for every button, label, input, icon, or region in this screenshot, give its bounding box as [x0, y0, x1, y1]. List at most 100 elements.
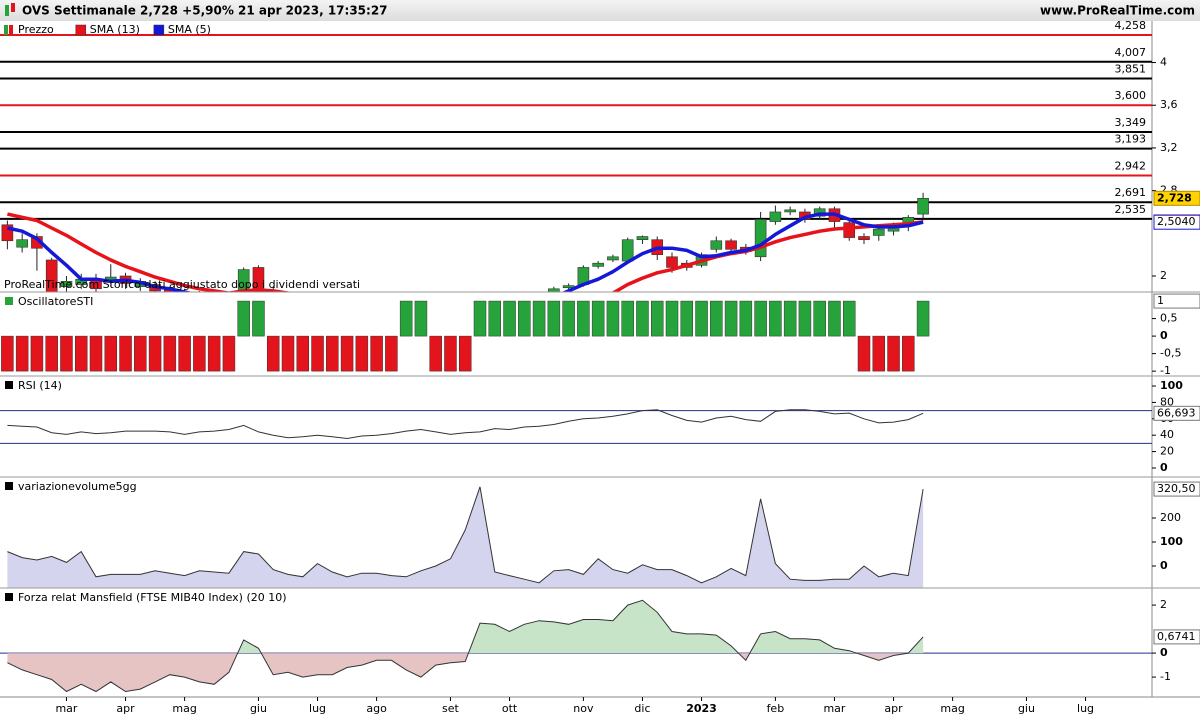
- candle-body: [60, 281, 73, 287]
- panel-label-icon: [5, 482, 13, 490]
- candle-body: [769, 211, 782, 222]
- y-tick-label: 0,5: [1160, 312, 1178, 325]
- candle-body: [754, 219, 767, 258]
- candle-body: [460, 329, 471, 332]
- candle-body: [621, 239, 634, 262]
- x-tick-label: ago: [366, 702, 387, 715]
- x-tick-label: lug: [1077, 702, 1094, 715]
- x-tick-label: mar: [55, 702, 77, 715]
- candle-body: [16, 239, 28, 248]
- candle-body: [917, 198, 929, 215]
- bar: [281, 335, 295, 372]
- bar: [193, 335, 206, 372]
- bar: [872, 335, 886, 372]
- x-tick-label: apr: [116, 702, 135, 715]
- bar: [326, 335, 339, 372]
- bar: [429, 335, 442, 372]
- bar: [311, 335, 324, 372]
- last-value-box: [1153, 190, 1200, 206]
- y-tick-label: 0: [1160, 329, 1168, 342]
- y-tick-label: 3,2: [1160, 141, 1178, 154]
- legend-label: SMA (5): [168, 23, 211, 36]
- note: ProRealTime.com Storico dati aggiustato …: [4, 278, 360, 291]
- bar: [547, 300, 561, 337]
- bar: [532, 300, 546, 337]
- bar: [739, 300, 753, 337]
- candle-body: [223, 302, 234, 308]
- x-tick-label: ott: [502, 702, 518, 715]
- bar: [473, 300, 487, 337]
- bar: [163, 335, 177, 372]
- bar: [178, 335, 191, 372]
- candle-body: [534, 295, 545, 299]
- line: [7, 409, 924, 440]
- bar: [724, 300, 738, 337]
- candle-body: [725, 240, 737, 250]
- bar: [458, 335, 472, 372]
- bar: [74, 335, 88, 372]
- bar: [252, 300, 265, 337]
- bar: [680, 300, 694, 337]
- bar: [577, 300, 590, 337]
- header-icon: [5, 5, 9, 16]
- x-tick-label: mar: [823, 702, 845, 715]
- bar: [710, 300, 723, 337]
- bar: [828, 300, 841, 337]
- y-tick-label: 40: [1160, 428, 1174, 441]
- y-tick-label: 3,6: [1160, 98, 1178, 111]
- x-tick-label: mag: [172, 702, 196, 715]
- candle-body: [636, 236, 649, 241]
- candle-body: [312, 306, 323, 312]
- bar: [134, 335, 147, 372]
- bar: [266, 335, 280, 372]
- bar: [813, 300, 826, 337]
- level-label: 4,258: [1115, 19, 1147, 32]
- bar: [606, 300, 620, 337]
- candle-body: [297, 297, 308, 306]
- candle-body: [342, 308, 353, 317]
- y-tick-label: 0: [1160, 461, 1168, 474]
- bar: [30, 335, 44, 372]
- candle-body: [607, 256, 619, 261]
- y-tick-label: 2: [1160, 269, 1167, 282]
- last-value-box: [1153, 214, 1200, 230]
- bar: [15, 335, 29, 372]
- last-value-box: [1153, 293, 1200, 309]
- panel: [0, 34, 1152, 332]
- panel-label: Forza relat Mansfield (FTSE MIB40 Index)…: [18, 591, 287, 604]
- candle-body: [1, 224, 14, 242]
- y-tick-label: 100: [1160, 379, 1183, 392]
- bar: [769, 300, 782, 337]
- level-label: 4,007: [1115, 46, 1147, 59]
- legend-icon: [9, 25, 13, 35]
- level-label: 3,193: [1115, 133, 1147, 146]
- x-tick-label: dic: [634, 702, 650, 715]
- bar: [665, 300, 679, 337]
- last-value-label: 1: [1157, 294, 1164, 307]
- bar: [842, 300, 856, 337]
- bar: [650, 300, 664, 337]
- x-tick-label: lug: [309, 702, 326, 715]
- bar: [887, 335, 900, 372]
- candle-body: [179, 293, 190, 297]
- candle-body: [548, 288, 560, 292]
- bar: [355, 335, 369, 372]
- panel: [7, 486, 924, 588]
- area-line: [7, 486, 924, 584]
- header-title: OVS Settimanale 2,728 +5,90% 21 apr 2023…: [22, 4, 388, 18]
- panel-label-icon: [5, 297, 13, 305]
- y-tick-label: 4: [1160, 56, 1167, 69]
- bar: [695, 300, 708, 337]
- candle-body: [445, 324, 456, 329]
- panel-label: variazionevolume5gg: [18, 480, 137, 493]
- area-fill-up: [237, 600, 924, 654]
- last-value-label: 0,6741: [1157, 630, 1196, 643]
- candle-body: [592, 262, 604, 267]
- bar: [60, 335, 73, 372]
- header-bar: [0, 0, 1200, 21]
- candle-body: [356, 317, 367, 323]
- y-tick-label: 200: [1160, 511, 1181, 524]
- bar: [562, 300, 575, 337]
- candle-body: [267, 290, 280, 292]
- last-value-box: [1153, 629, 1200, 645]
